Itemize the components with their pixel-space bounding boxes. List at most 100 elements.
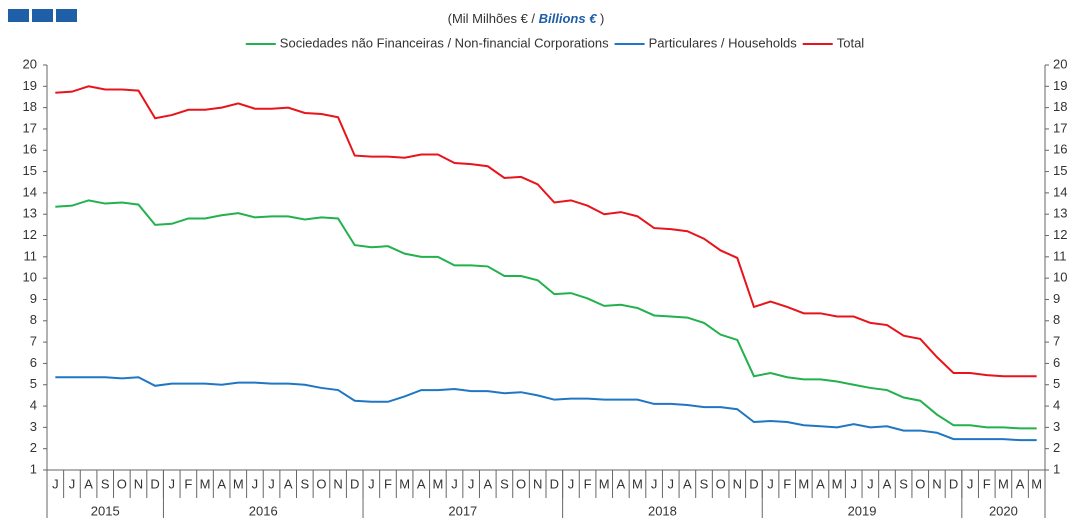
x-tick-label: M bbox=[798, 476, 809, 491]
x-tick-label: J bbox=[767, 476, 774, 491]
x-tick-label: D bbox=[749, 476, 758, 491]
y2-tick-label: 1 bbox=[1053, 461, 1060, 476]
y2-tick-label: 14 bbox=[1053, 184, 1067, 199]
x-tick-label: F bbox=[983, 476, 991, 491]
y-tick-label: 12 bbox=[23, 227, 37, 242]
x-tick-label: J bbox=[850, 476, 857, 491]
x-tick-label: J bbox=[268, 476, 275, 491]
y-tick-label: 16 bbox=[23, 142, 37, 157]
x-tick-label: M bbox=[599, 476, 610, 491]
x-tick-label: N bbox=[932, 476, 941, 491]
y2-tick-label: 6 bbox=[1053, 355, 1060, 370]
legend-label: Sociedades não Financeiras / Non-financi… bbox=[280, 35, 609, 50]
y2-tick-label: 16 bbox=[1053, 142, 1067, 157]
x-tick-label: J bbox=[169, 476, 176, 491]
y2-tick-label: 7 bbox=[1053, 334, 1060, 349]
x-tick-label: D bbox=[150, 476, 159, 491]
x-tick-label: D bbox=[350, 476, 359, 491]
x-tick-label: M bbox=[832, 476, 843, 491]
y2-tick-label: 19 bbox=[1053, 78, 1067, 93]
x-tick-label: J bbox=[651, 476, 658, 491]
x-tick-label: M bbox=[1031, 476, 1042, 491]
y-tick-label: 8 bbox=[30, 312, 37, 327]
y2-tick-label: 15 bbox=[1053, 163, 1067, 178]
y2-tick-label: 10 bbox=[1053, 270, 1067, 285]
y2-tick-label: 13 bbox=[1053, 206, 1067, 221]
x-tick-label: J bbox=[52, 476, 59, 491]
x-tick-label: O bbox=[716, 476, 726, 491]
x-tick-label: M bbox=[233, 476, 244, 491]
subtitle-en: Billions € bbox=[539, 11, 598, 26]
x-tick-label: M bbox=[200, 476, 211, 491]
series-line bbox=[55, 376, 1037, 442]
x-tick-label: O bbox=[915, 476, 925, 491]
x-tick-label: N bbox=[733, 476, 742, 491]
y-tick-label: 13 bbox=[23, 206, 37, 221]
y2-tick-label: 5 bbox=[1053, 376, 1060, 391]
y-tick-label: 6 bbox=[30, 355, 37, 370]
y-tick-label: 1 bbox=[30, 461, 37, 476]
x-tick-label: M bbox=[632, 476, 643, 491]
x-tick-label: S bbox=[700, 476, 709, 491]
x-tick-label: S bbox=[500, 476, 509, 491]
x-tick-label: N bbox=[333, 476, 342, 491]
y2-tick-label: 9 bbox=[1053, 291, 1060, 306]
x-tick-label: J bbox=[69, 476, 76, 491]
y-tick-label: 17 bbox=[23, 120, 37, 135]
x-tick-label: A bbox=[617, 476, 626, 491]
x-tick-label: J bbox=[252, 476, 259, 491]
y-tick-label: 11 bbox=[24, 248, 38, 263]
y2-tick-label: 18 bbox=[1053, 99, 1067, 114]
x-tick-label: S bbox=[101, 476, 110, 491]
x-tick-label: F bbox=[184, 476, 192, 491]
year-label: 2017 bbox=[448, 503, 477, 518]
x-tick-label: S bbox=[300, 476, 309, 491]
y-tick-label: 7 bbox=[30, 334, 37, 349]
x-tick-label: D bbox=[949, 476, 958, 491]
x-tick-label: M bbox=[998, 476, 1009, 491]
y-tick-label: 10 bbox=[23, 270, 37, 285]
y2-tick-label: 20 bbox=[1053, 56, 1067, 71]
legend-label: Total bbox=[837, 35, 865, 50]
x-tick-label: J bbox=[867, 476, 874, 491]
y-tick-label: 9 bbox=[30, 291, 37, 306]
x-tick-label: N bbox=[533, 476, 542, 491]
x-tick-label: A bbox=[816, 476, 825, 491]
x-tick-label: J bbox=[368, 476, 375, 491]
y-tick-label: 2 bbox=[30, 440, 37, 455]
x-tick-label: F bbox=[783, 476, 791, 491]
subtitle-close: ) bbox=[596, 11, 604, 26]
x-tick-label: F bbox=[384, 476, 392, 491]
x-tick-label: J bbox=[668, 476, 675, 491]
year-label: 2018 bbox=[648, 503, 677, 518]
y2-tick-label: 12 bbox=[1053, 227, 1067, 242]
subtitle-pt: (Mil Milhões € / bbox=[448, 11, 539, 26]
y2-tick-label: 8 bbox=[1053, 312, 1060, 327]
year-label: 2020 bbox=[989, 503, 1018, 518]
y2-tick-label: 3 bbox=[1053, 419, 1060, 434]
x-tick-label: O bbox=[516, 476, 526, 491]
x-tick-label: M bbox=[432, 476, 443, 491]
y-tick-label: 18 bbox=[23, 99, 37, 114]
x-tick-label: D bbox=[550, 476, 559, 491]
x-tick-label: A bbox=[84, 476, 93, 491]
x-tick-label: A bbox=[883, 476, 892, 491]
x-tick-label: J bbox=[967, 476, 974, 491]
y-tick-label: 15 bbox=[23, 163, 37, 178]
y-tick-label: 20 bbox=[23, 56, 37, 71]
x-tick-label: J bbox=[468, 476, 475, 491]
x-tick-label: J bbox=[568, 476, 575, 491]
y2-tick-label: 17 bbox=[1053, 120, 1067, 135]
x-tick-label: A bbox=[217, 476, 226, 491]
x-tick-label: N bbox=[134, 476, 143, 491]
x-tick-label: A bbox=[683, 476, 692, 491]
y-tick-label: 3 bbox=[30, 419, 37, 434]
legend-label: Particulares / Households bbox=[649, 35, 798, 50]
logo bbox=[8, 9, 77, 22]
y2-tick-label: 4 bbox=[1053, 397, 1060, 412]
series-line bbox=[55, 199, 1037, 430]
x-tick-label: A bbox=[284, 476, 293, 491]
y-tick-label: 5 bbox=[30, 376, 37, 391]
x-tick-label: A bbox=[417, 476, 426, 491]
